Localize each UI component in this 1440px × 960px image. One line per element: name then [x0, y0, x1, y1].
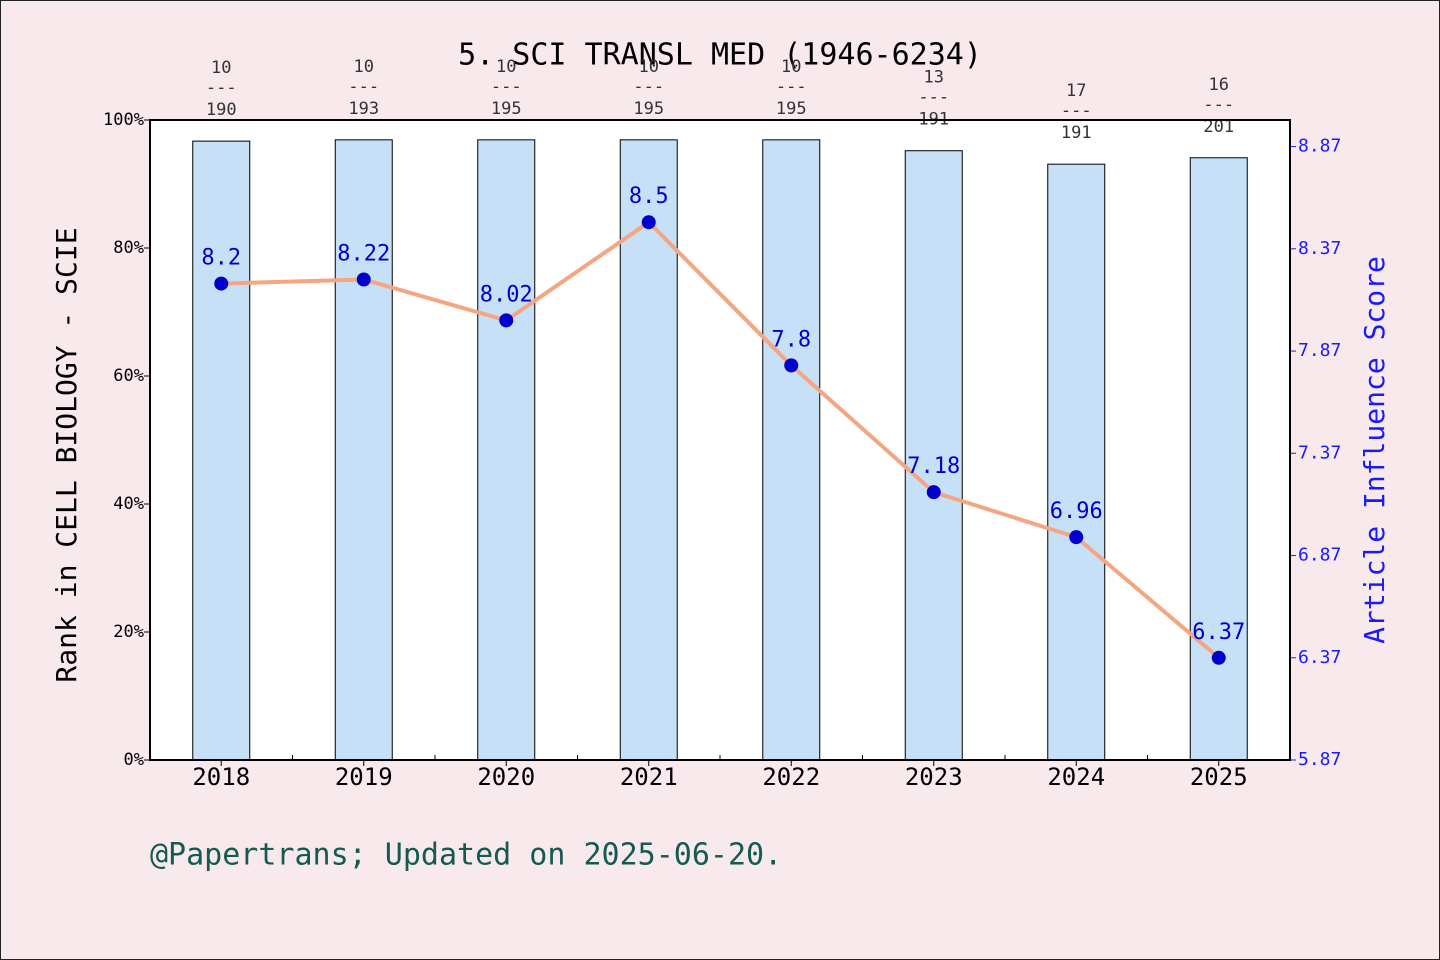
rank-separator: ---	[633, 77, 664, 97]
y-tick-label: 40%	[113, 494, 144, 514]
data-label: 8.22	[337, 241, 390, 266]
bar	[619, 139, 678, 761]
rank-annotation: 190	[206, 100, 237, 120]
rank-annotation: 195	[633, 99, 664, 119]
rank-annotation: 191	[1061, 123, 1092, 143]
y-tick-label: 0%	[124, 750, 144, 770]
data-label: 8.02	[480, 282, 533, 307]
rank-separator: ---	[776, 77, 807, 97]
bar	[762, 139, 821, 761]
x-tick-label: 2025	[1190, 763, 1248, 791]
line-marker	[1069, 530, 1084, 545]
x-tick-label: 2021	[620, 763, 678, 791]
line-marker	[356, 272, 371, 287]
bar	[477, 139, 536, 761]
chart-title: 5. SCI TRANSL MED (1946-6234)	[458, 38, 982, 73]
line-marker	[214, 276, 229, 291]
rank-annotation: 195	[491, 99, 522, 119]
x-tick-label: 2024	[1047, 763, 1105, 791]
data-label: 6.37	[1192, 620, 1245, 645]
y2-tick-label: 5.87	[1298, 749, 1341, 770]
line-marker	[641, 215, 656, 230]
y-tick-label: 100%	[103, 110, 144, 130]
rank-annotation: 10	[639, 57, 659, 77]
y2-tick-label: 7.87	[1298, 340, 1341, 361]
footer: @Papertrans; Updated on 2025-06-20.	[150, 838, 782, 873]
y2-tick-label: 6.37	[1298, 647, 1341, 668]
y-tick-label: 20%	[113, 622, 144, 642]
y2-tick-label: 8.87	[1298, 136, 1341, 157]
data-label: 7.8	[771, 327, 811, 352]
rank-annotation: 17	[1066, 81, 1086, 101]
x-tick-label: 2019	[335, 763, 393, 791]
plot-border	[149, 119, 1291, 761]
data-label: 6.96	[1050, 499, 1103, 524]
rank-annotation: 195	[776, 99, 807, 119]
x-tick-label: 2023	[905, 763, 963, 791]
plot-area	[150, 120, 1290, 760]
data-label: 7.18	[907, 454, 960, 479]
rank-separator: ---	[1061, 101, 1092, 121]
y2-axis-label: Article Influence Score	[1358, 256, 1391, 644]
rank-annotation: 10	[496, 57, 516, 77]
line-marker	[926, 485, 941, 500]
x-tick-label: 2018	[192, 763, 250, 791]
bar	[334, 139, 393, 761]
rank-separator: ---	[1203, 95, 1234, 115]
data-label: 8.2	[201, 246, 241, 271]
y2-tick-label: 6.87	[1298, 545, 1341, 566]
bar	[1189, 157, 1248, 761]
rank-separator: ---	[348, 77, 379, 97]
y-tick-label: 60%	[113, 366, 144, 386]
bar	[1047, 163, 1106, 761]
line	[221, 219, 1221, 660]
rank-annotation: 16	[1209, 75, 1229, 95]
rank-separator: ---	[918, 88, 949, 108]
rank-annotation: 193	[348, 99, 379, 119]
x-tick-label: 2020	[477, 763, 535, 791]
rank-annotation: 13	[924, 68, 944, 88]
rank-separator: ---	[491, 77, 522, 97]
line-marker	[1211, 650, 1226, 665]
bar	[192, 140, 251, 761]
line-marker	[784, 358, 799, 373]
data-label: 8.5	[629, 184, 669, 209]
y-axis-label: Rank in CELL BIOLOGY - SCIE	[50, 227, 83, 682]
rank-annotation: 201	[1203, 117, 1234, 137]
rank-annotation: 10	[211, 58, 231, 78]
x-tick-label: 2022	[762, 763, 820, 791]
line-marker	[499, 313, 514, 328]
y2-tick-label: 8.37	[1298, 238, 1341, 259]
rank-annotation: 10	[781, 57, 801, 77]
y-tick-label: 80%	[113, 238, 144, 258]
bar	[904, 150, 963, 761]
y2-tick-label: 7.37	[1298, 442, 1341, 463]
rank-separator: ---	[206, 78, 237, 98]
rank-annotation: 10	[354, 57, 374, 77]
